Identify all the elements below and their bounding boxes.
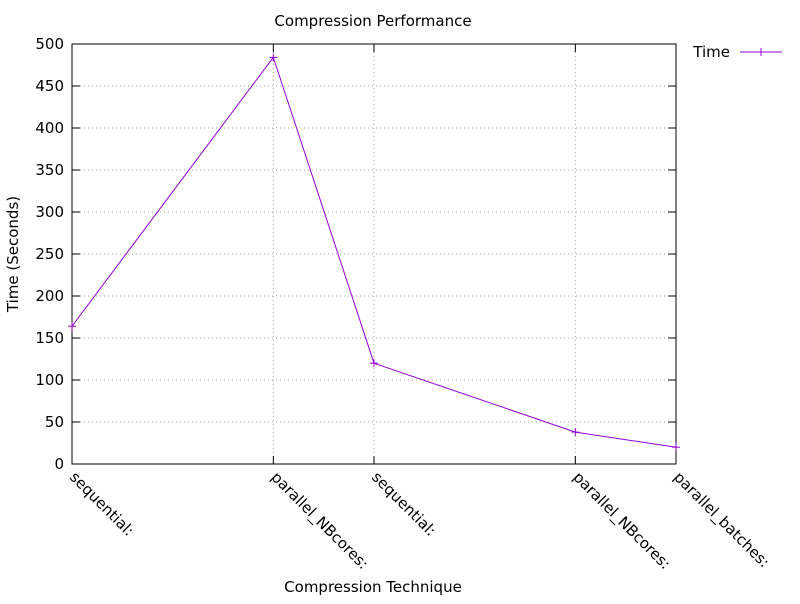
x-tick-label: sequential: <box>368 468 440 540</box>
legend: Time <box>692 43 782 61</box>
chart-title: Compression Performance <box>274 12 471 30</box>
y-tick-label: 0 <box>54 455 64 473</box>
y-axis-label: Time (Seconds) <box>4 196 22 313</box>
y-tick-label: 100 <box>35 371 64 389</box>
y-tick-label: 200 <box>35 287 64 305</box>
x-tick-label: parallel_batches: <box>669 468 773 572</box>
y-tick-label: 250 <box>35 245 64 263</box>
axis-ticks <box>71 43 677 465</box>
x-axis-tick-labels: sequential: parallel_NBcores:sequential: p… <box>66 468 773 573</box>
data-point-marker <box>571 428 580 437</box>
x-tick-label: sequential: <box>66 468 138 540</box>
data-point-marker <box>672 443 680 452</box>
legend-label-time: Time <box>692 43 730 61</box>
y-tick-label: 150 <box>35 329 64 347</box>
y-tick-label: 300 <box>35 203 64 221</box>
x-tick-label: parallel_NBcores: <box>569 468 674 573</box>
grid <box>72 44 676 464</box>
data-point-marker <box>269 53 278 62</box>
y-tick-label: 450 <box>35 77 64 95</box>
y-axis-tick-labels: 0 50 100 150 200 250 300 350 400 450 500 <box>35 35 64 473</box>
data-point-marker <box>68 322 76 331</box>
y-tick-label: 400 <box>35 119 64 137</box>
data-point-marker <box>370 359 378 368</box>
x-tick-label: parallel_NBcores: <box>267 468 372 573</box>
x-axis-label: Compression Technique <box>284 578 462 596</box>
legend-marker <box>757 48 765 56</box>
y-tick-label: 50 <box>45 413 64 431</box>
y-tick-label: 350 <box>35 161 64 179</box>
series-layer <box>68 53 680 452</box>
y-tick-label: 500 <box>35 35 64 53</box>
